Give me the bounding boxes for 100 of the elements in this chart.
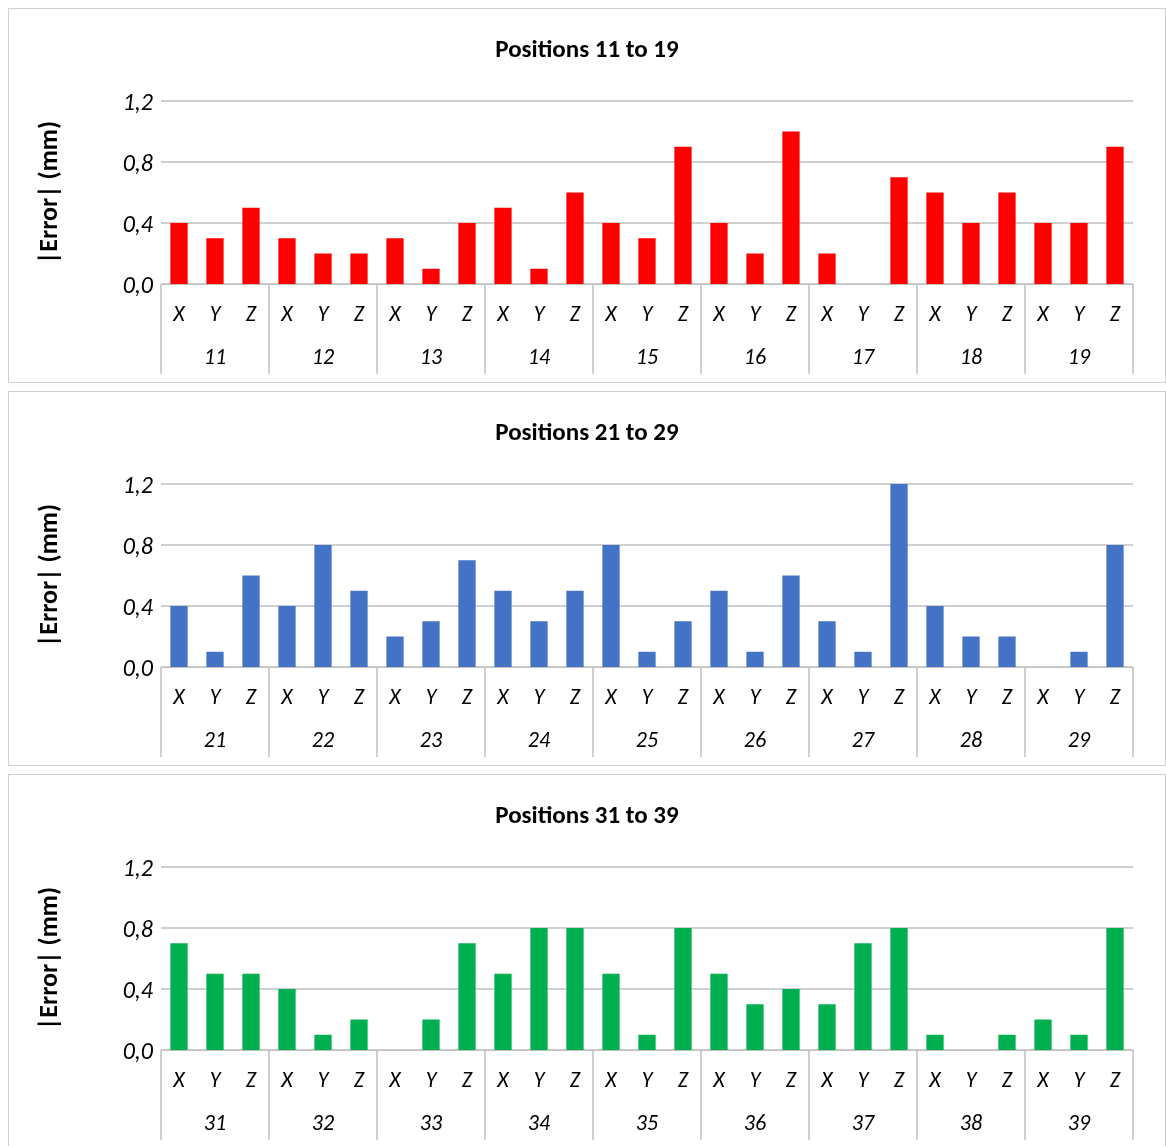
- x-tick-label: Z: [785, 682, 797, 710]
- bar: [1070, 1034, 1088, 1050]
- x-tick-label: Z: [677, 1065, 689, 1093]
- x-tick-label: X: [928, 1065, 943, 1093]
- bar: [890, 928, 908, 1050]
- x-tick-label: Y: [965, 299, 978, 327]
- x-tick-label: Z: [1109, 682, 1121, 710]
- x-tick-label: Y: [1073, 682, 1086, 710]
- bar: [710, 973, 728, 1050]
- x-tick-label: Z: [893, 1065, 905, 1093]
- x-tick-label: X: [172, 1065, 187, 1093]
- bar: [1070, 223, 1088, 284]
- x-tick-label: Z: [245, 1065, 257, 1093]
- text: 14: [527, 342, 551, 370]
- x-tick-label: Y: [1073, 1065, 1086, 1093]
- bar: [818, 253, 836, 284]
- x-tick-label: Y: [965, 682, 978, 710]
- bar: [782, 575, 800, 667]
- x-tick-label: X: [712, 299, 727, 327]
- bar: [314, 545, 332, 667]
- bar: [170, 606, 188, 667]
- x-tick-label: X: [496, 1065, 511, 1093]
- x-tick-label: Y: [317, 1065, 330, 1093]
- y-tick-label: 1,2: [122, 86, 153, 116]
- bar: [782, 989, 800, 1050]
- y-axis-title: |Error| (mm): [32, 886, 64, 1031]
- y-tick-label: 0,0: [122, 269, 154, 299]
- bar: [566, 928, 584, 1050]
- chart-title: Positions 21 to 29: [495, 416, 680, 447]
- bar: [1106, 928, 1124, 1050]
- bar: [710, 223, 728, 284]
- x-tick-label: Z: [461, 1065, 473, 1093]
- bar: [1106, 146, 1124, 284]
- text: 28: [959, 725, 983, 753]
- bar: [674, 621, 692, 667]
- bar: [1034, 223, 1052, 284]
- x-tick-label: Z: [785, 299, 797, 327]
- x-tick-label: Y: [317, 299, 330, 327]
- x-tick-label: Z: [245, 682, 257, 710]
- bar: [710, 590, 728, 667]
- x-tick-label: X: [820, 299, 835, 327]
- x-tick-label: X: [604, 299, 619, 327]
- x-tick-label: Z: [245, 299, 257, 327]
- bar: [638, 238, 656, 284]
- text: 39: [1067, 1108, 1091, 1136]
- y-tick-label: 1,2: [122, 852, 153, 882]
- text: 15: [635, 342, 659, 370]
- text: 25: [635, 725, 659, 753]
- x-tick-label: Y: [533, 682, 546, 710]
- x-tick-label: X: [1036, 1065, 1051, 1093]
- x-tick-label: Y: [317, 682, 330, 710]
- y-axis-title: |Error| (mm): [32, 120, 64, 265]
- x-tick-label: X: [604, 1065, 619, 1093]
- x-tick-label: X: [928, 299, 943, 327]
- bar: [350, 590, 368, 667]
- x-tick-label: Z: [1001, 1065, 1013, 1093]
- x-tick-label: X: [388, 1065, 403, 1093]
- x-tick-label: Y: [749, 299, 762, 327]
- x-tick-label: X: [280, 299, 295, 327]
- bar: [1034, 1019, 1052, 1050]
- x-tick-label: Y: [749, 682, 762, 710]
- bar: [746, 253, 764, 284]
- bar: [746, 651, 764, 667]
- bar: [890, 484, 908, 667]
- bar: [242, 207, 260, 284]
- bar: [926, 606, 944, 667]
- x-tick-label: X: [280, 1065, 295, 1093]
- bar: [854, 943, 872, 1050]
- text: 18: [959, 342, 983, 370]
- bar: [530, 621, 548, 667]
- bar: [242, 973, 260, 1050]
- bar: [638, 1034, 656, 1050]
- text: 11: [203, 342, 227, 370]
- bar: [638, 651, 656, 667]
- text: 24: [527, 725, 551, 753]
- x-tick-label: Z: [1109, 1065, 1121, 1093]
- y-tick-label: 0,4: [122, 974, 154, 1004]
- text: 32: [311, 1108, 335, 1136]
- bar: [746, 1004, 764, 1050]
- x-tick-label: X: [820, 682, 835, 710]
- y-tick-label: 0,4: [122, 208, 154, 238]
- bar: [530, 928, 548, 1050]
- bar: [170, 223, 188, 284]
- bar: [854, 651, 872, 667]
- x-tick-label: Y: [641, 299, 654, 327]
- bar: [278, 238, 296, 284]
- bar: [242, 575, 260, 667]
- bar: [926, 192, 944, 284]
- bar: [206, 651, 224, 667]
- y-tick-label: 0,4: [122, 591, 154, 621]
- bar: [818, 621, 836, 667]
- x-tick-label: X: [388, 682, 403, 710]
- x-tick-label: Z: [569, 299, 581, 327]
- bar: [386, 636, 404, 667]
- text: 31: [203, 1108, 227, 1136]
- x-tick-label: Z: [677, 682, 689, 710]
- text: 36: [743, 1108, 767, 1136]
- bar: [926, 1034, 944, 1050]
- text: 27: [851, 725, 875, 753]
- bar: [998, 192, 1016, 284]
